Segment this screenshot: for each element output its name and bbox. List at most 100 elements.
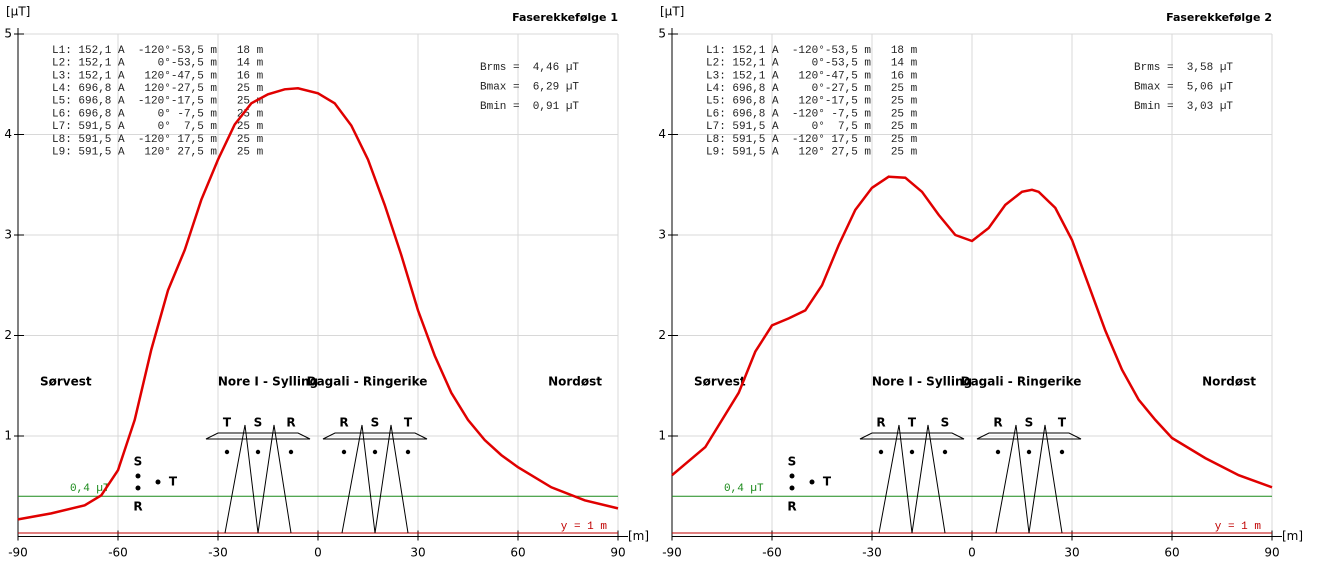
stat: Bmin = 3,03 µT	[1134, 101, 1233, 113]
conductor	[405, 449, 411, 455]
conductor-info: L8: 591,5 A -120° 17,5 m 25 m	[52, 134, 264, 146]
x-tick-label: 30	[1064, 546, 1079, 560]
stat: Bmax = 6,29 µT	[480, 81, 579, 93]
conductor	[372, 449, 378, 455]
conductor	[995, 449, 1001, 455]
x-axis-label: [m]	[1282, 529, 1303, 543]
x-tick-label: -90	[8, 546, 28, 560]
conductor	[1026, 449, 1032, 455]
region-label: Dagali - Ringerike	[961, 375, 1082, 389]
x-tick-label: -30	[862, 546, 882, 560]
region-label: Dagali - Ringerike	[307, 375, 428, 389]
x-axis-label: [m]	[628, 529, 649, 543]
conductor-info: L1: 152,1 A -120°-53,5 m 18 m	[52, 45, 264, 57]
reference-label: 0,4 µT	[724, 483, 764, 495]
cable-phase: T	[169, 475, 178, 489]
height-label: y = 1 m	[1215, 521, 1262, 533]
conductor	[255, 449, 261, 455]
conductor-info: L6: 696,8 A -120° -7,5 m 25 m	[706, 108, 918, 120]
cable-phase: S	[788, 455, 797, 469]
x-tick-label: 60	[510, 546, 525, 560]
cable-phase: T	[823, 475, 832, 489]
conductor	[942, 449, 948, 455]
conductor	[909, 449, 915, 455]
chart-title: Faserekkefølge 1	[512, 11, 618, 24]
y-tick-label: 4	[4, 127, 12, 141]
conductor-info: L2: 152,1 A 0°-53,5 m 14 m	[706, 58, 918, 70]
conductor-info: L5: 696,8 A -120°-17,5 m 25 m	[52, 96, 264, 108]
cable-phase: S	[134, 455, 143, 469]
cable-conductor	[155, 479, 161, 485]
tower	[341, 424, 409, 534]
phase-label: T	[404, 416, 413, 430]
y-tick-label: 5	[658, 27, 666, 41]
field-line	[17, 87, 619, 521]
conductor	[878, 449, 884, 455]
x-tick-label: 0	[968, 546, 976, 560]
region-label: Nore I - Sylling	[872, 375, 972, 389]
chart-title: Faserekkefølge 2	[1166, 11, 1272, 24]
field-line	[671, 175, 1273, 489]
phase-label: S	[1025, 416, 1034, 430]
x-tick-label: 30	[410, 546, 425, 560]
chart: -90 -60 -30 0 30 60 90 1 2 3 4 5 [µT] [m] Faserekkeføl…	[4, 5, 649, 560]
x-tick-label: -30	[208, 546, 228, 560]
phase-label: R	[993, 416, 1002, 430]
tower	[995, 424, 1063, 534]
region-label: Sørvest	[40, 375, 92, 389]
cable-phase: R	[133, 500, 142, 514]
conductor-info: L7: 591,5 A 0° 7,5 m 25 m	[52, 121, 264, 133]
stat: Bmin = 0,91 µT	[480, 101, 579, 113]
tower	[322, 432, 428, 440]
cable-conductor	[135, 473, 141, 479]
x-tick-label: -90	[662, 546, 682, 560]
stat: Brms = 4,46 µT	[480, 62, 579, 74]
y-tick-label: 3	[658, 228, 666, 242]
phase-label: S	[371, 416, 380, 430]
conductor-info: L6: 696,8 A 0° -7,5 m 25 m	[52, 108, 264, 120]
y-axis-label: [µT]	[660, 5, 684, 19]
conductor-info: L3: 152,1 A 120°-47,5 m 16 m	[52, 70, 264, 82]
x-tick-label: 90	[1264, 546, 1279, 560]
conductor	[288, 449, 294, 455]
conductor-info: L9: 591,5 A 120° 27,5 m 25 m	[52, 147, 264, 159]
chart: -90 -60 -30 0 30 60 90 1 2 3 4 5 [µT] [m] Faserekkeføl…	[658, 5, 1303, 560]
x-tick-label: 90	[610, 546, 625, 560]
phase-label: R	[286, 416, 295, 430]
y-tick-label: 1	[658, 429, 666, 443]
conductor-info: L4: 696,8 A 0°-27,5 m 25 m	[706, 83, 918, 95]
phase-label: R	[876, 416, 885, 430]
tower	[859, 432, 965, 440]
x-tick-label: 60	[1164, 546, 1179, 560]
y-tick-label: 2	[4, 328, 12, 342]
conductor-info: L1: 152,1 A -120°-53,5 m 18 m	[706, 45, 918, 57]
stat: Brms = 3,58 µT	[1134, 62, 1233, 74]
conductor	[341, 449, 347, 455]
conductor-info: L2: 152,1 A 0°-53,5 m 14 m	[52, 58, 264, 70]
conductor-info: L5: 696,8 A 120°-17,5 m 25 m	[706, 96, 918, 108]
conductor-info: L9: 591,5 A 120° 27,5 m 25 m	[706, 147, 918, 159]
tower	[224, 424, 292, 534]
tower	[205, 432, 311, 440]
y-tick-label: 5	[4, 27, 12, 41]
y-tick-label: 3	[4, 228, 12, 242]
stat: Bmax = 5,06 µT	[1134, 81, 1233, 93]
y-axis-label: [µT]	[6, 5, 30, 19]
y-tick-label: 2	[658, 328, 666, 342]
phase-label: S	[254, 416, 263, 430]
region-label: Sørvest	[694, 375, 746, 389]
conductor	[224, 449, 230, 455]
cable-conductor	[809, 479, 815, 485]
x-tick-label: -60	[108, 546, 128, 560]
conductor-info: L7: 591,5 A 0° 7,5 m 25 m	[706, 121, 918, 133]
x-tick-label: -60	[762, 546, 782, 560]
y-tick-label: 1	[4, 429, 12, 443]
cable-phase: R	[787, 500, 796, 514]
region-label: Nordøst	[1202, 375, 1256, 389]
x-tick-label: 0	[314, 546, 322, 560]
phase-label: T	[1058, 416, 1067, 430]
phase-label: R	[339, 416, 348, 430]
cable-conductor	[789, 473, 795, 479]
cable-conductor	[135, 485, 141, 491]
